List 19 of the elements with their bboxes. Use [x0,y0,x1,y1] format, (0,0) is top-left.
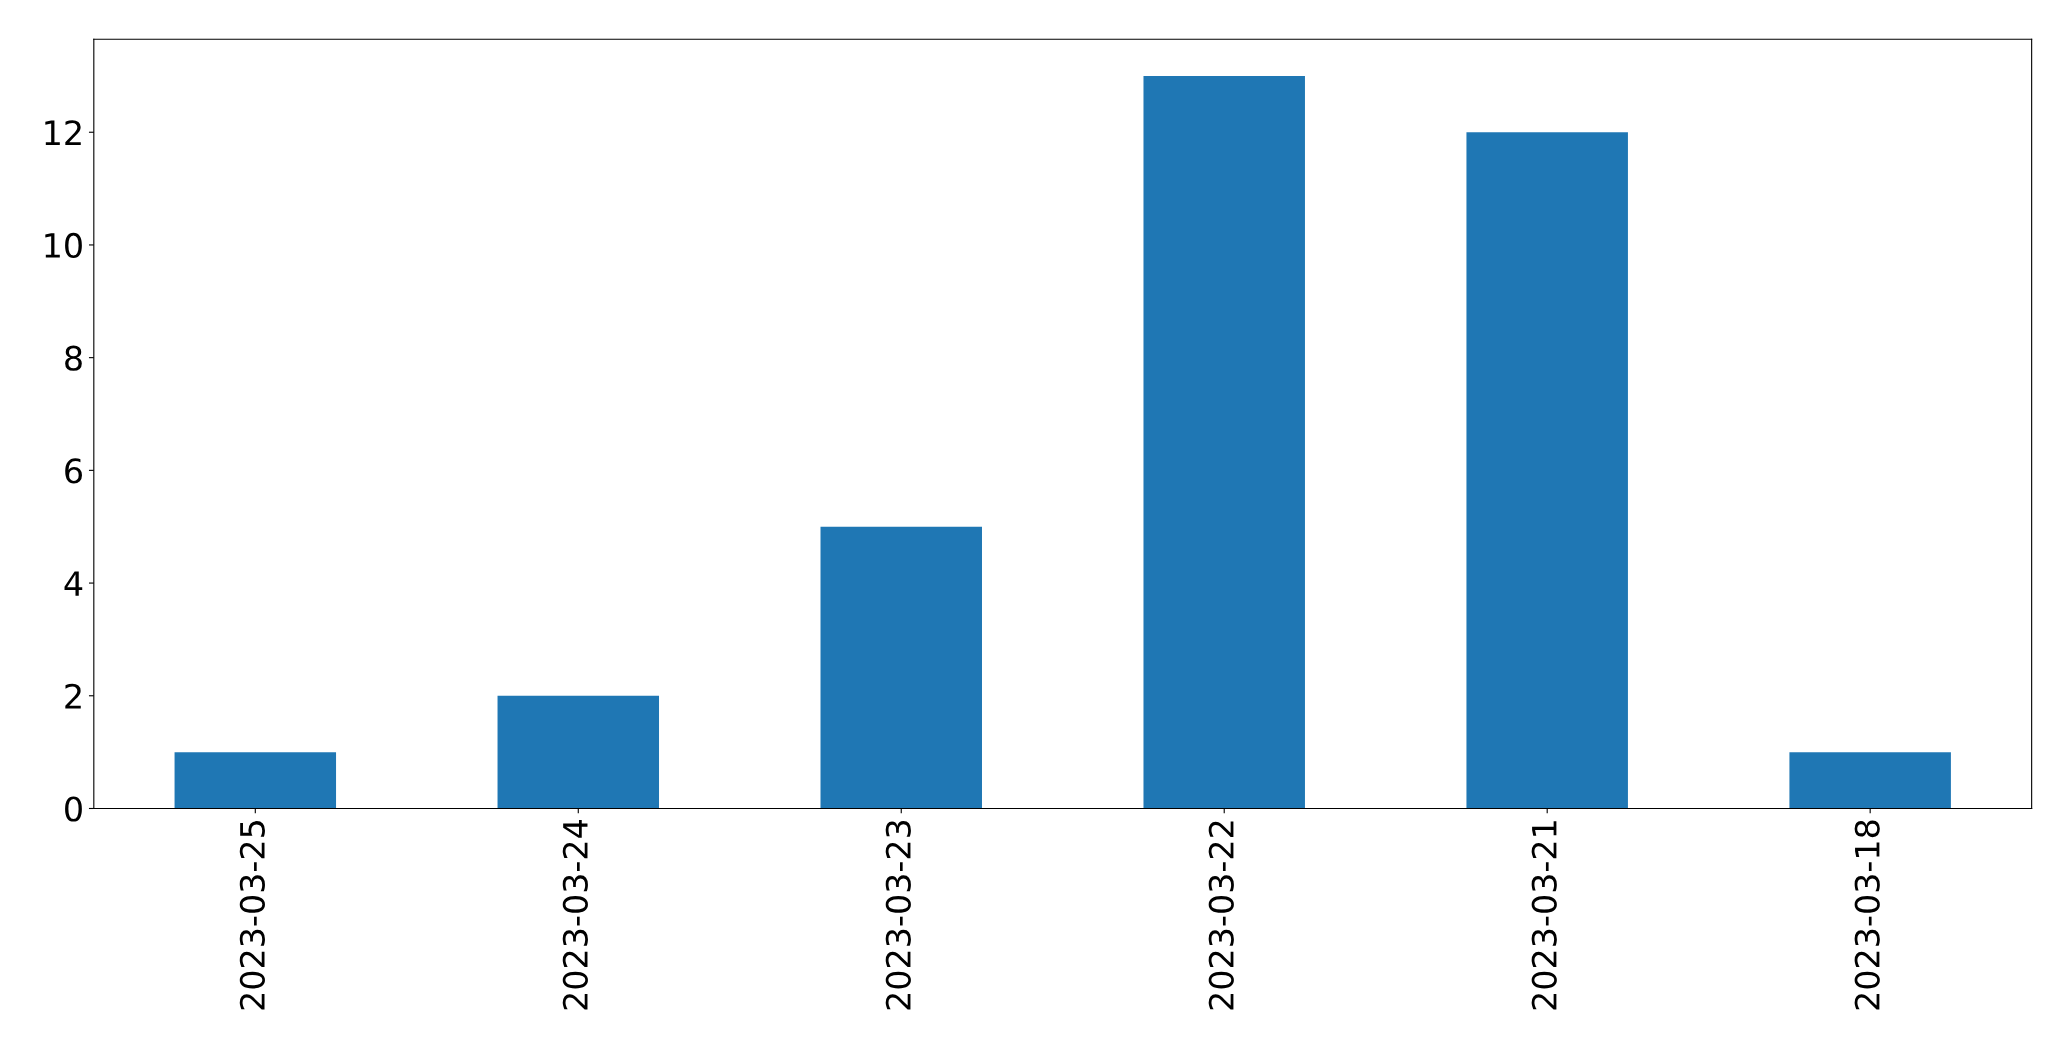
y-tick-label: 4 [64,571,83,596]
y-tick-label: 0 [65,796,82,822]
y-tick-label: 8 [65,345,82,371]
bar [497,695,660,809]
x-tick-label: 2023-03-24 [562,820,588,1010]
bar [1143,75,1305,809]
y-tick-label: 2 [65,683,81,709]
y-tick-label: 12 [45,120,81,145]
x-tick-label: 2023-03-25 [239,821,265,1010]
bar [820,526,982,809]
bar [1466,132,1628,809]
x-tick-label: 2023-03-21 [1531,821,1557,1010]
x-tick-label: 2023-03-23 [885,820,911,1010]
y-tick-label: 6 [65,458,82,484]
bar [1789,752,1951,809]
x-tick-label: 2023-03-18 [1854,820,1880,1010]
x-tick-label: 2023-03-22 [1208,821,1234,1010]
bar [174,752,337,809]
y-tick-label: 10 [45,232,82,259]
